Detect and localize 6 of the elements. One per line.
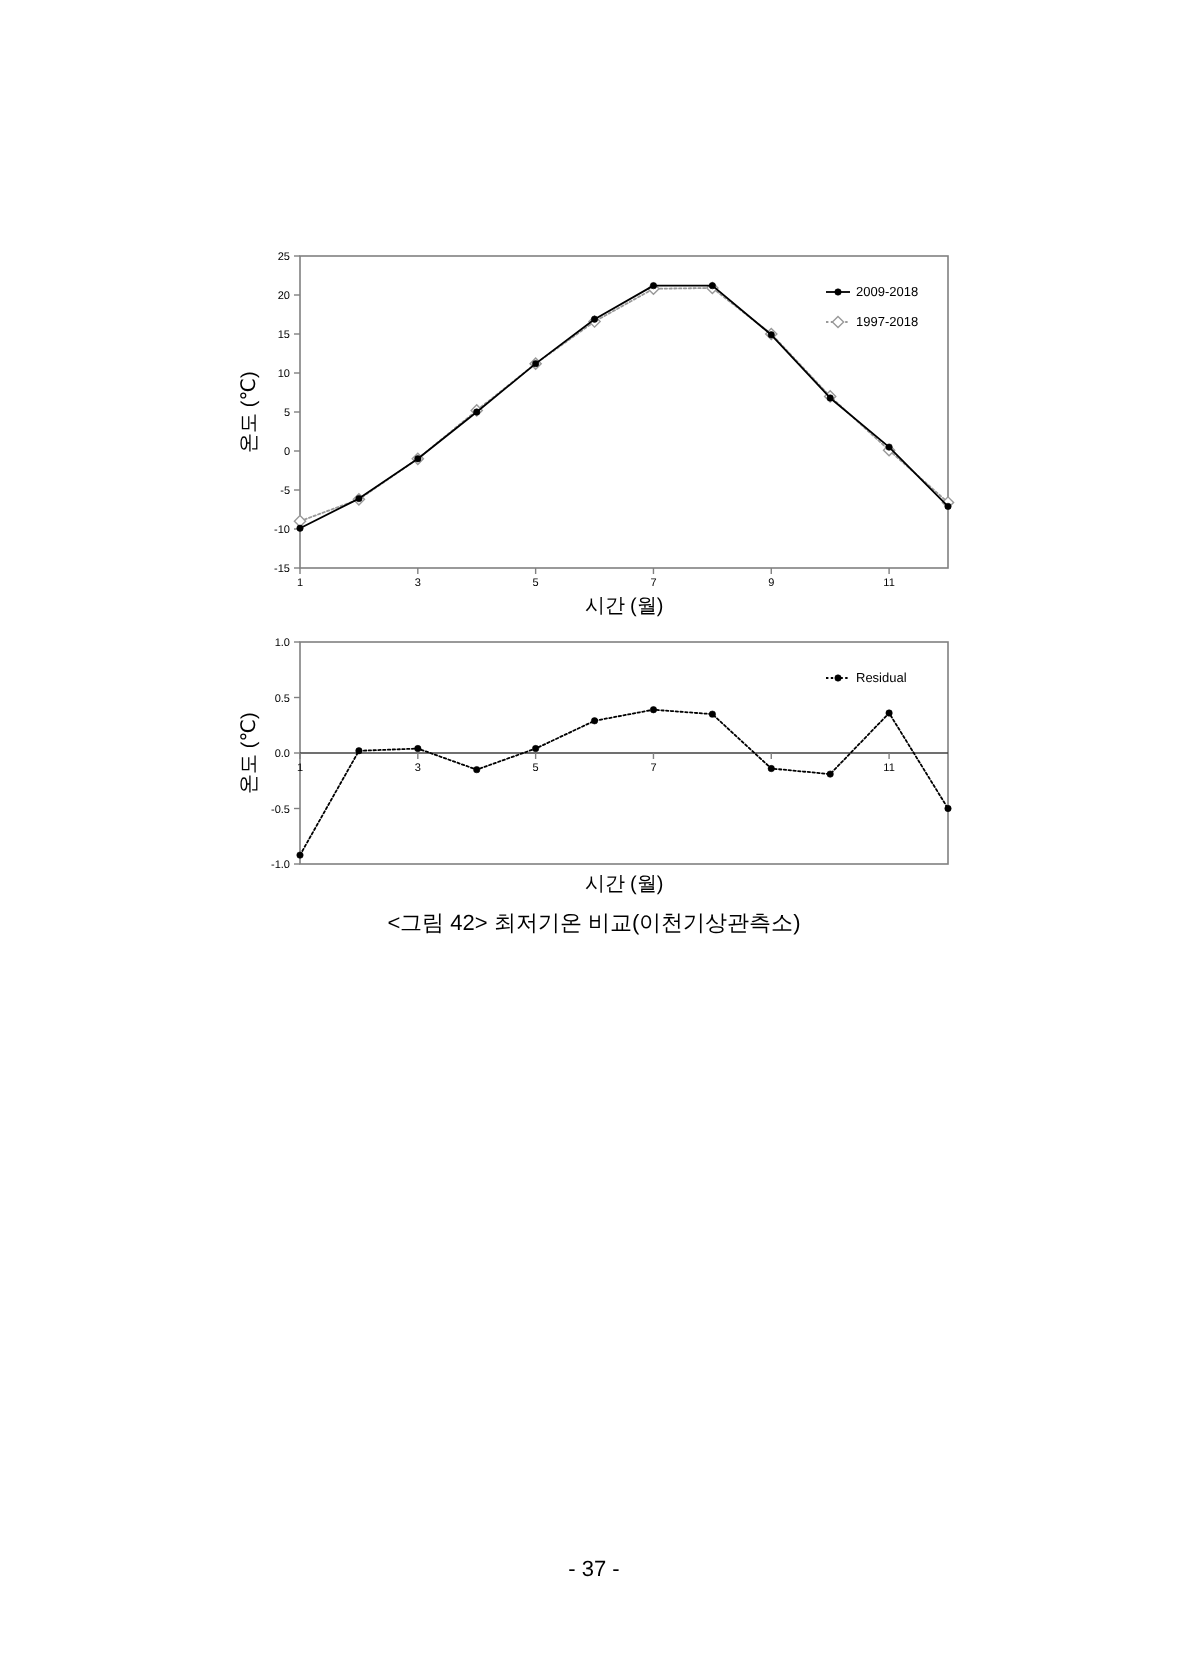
text: <그림 42> 최저기온 비교(이천기상관측소) bbox=[387, 912, 801, 936]
x-axis-title: 시간 (월) bbox=[584, 596, 664, 618]
text: - 37 - bbox=[568, 1558, 621, 1582]
x-axis-title: 시간 (월) bbox=[584, 874, 664, 896]
y-axis-title: 온도 (℃) bbox=[239, 371, 262, 453]
y-axis-title: 온도 (℃) bbox=[239, 712, 262, 794]
